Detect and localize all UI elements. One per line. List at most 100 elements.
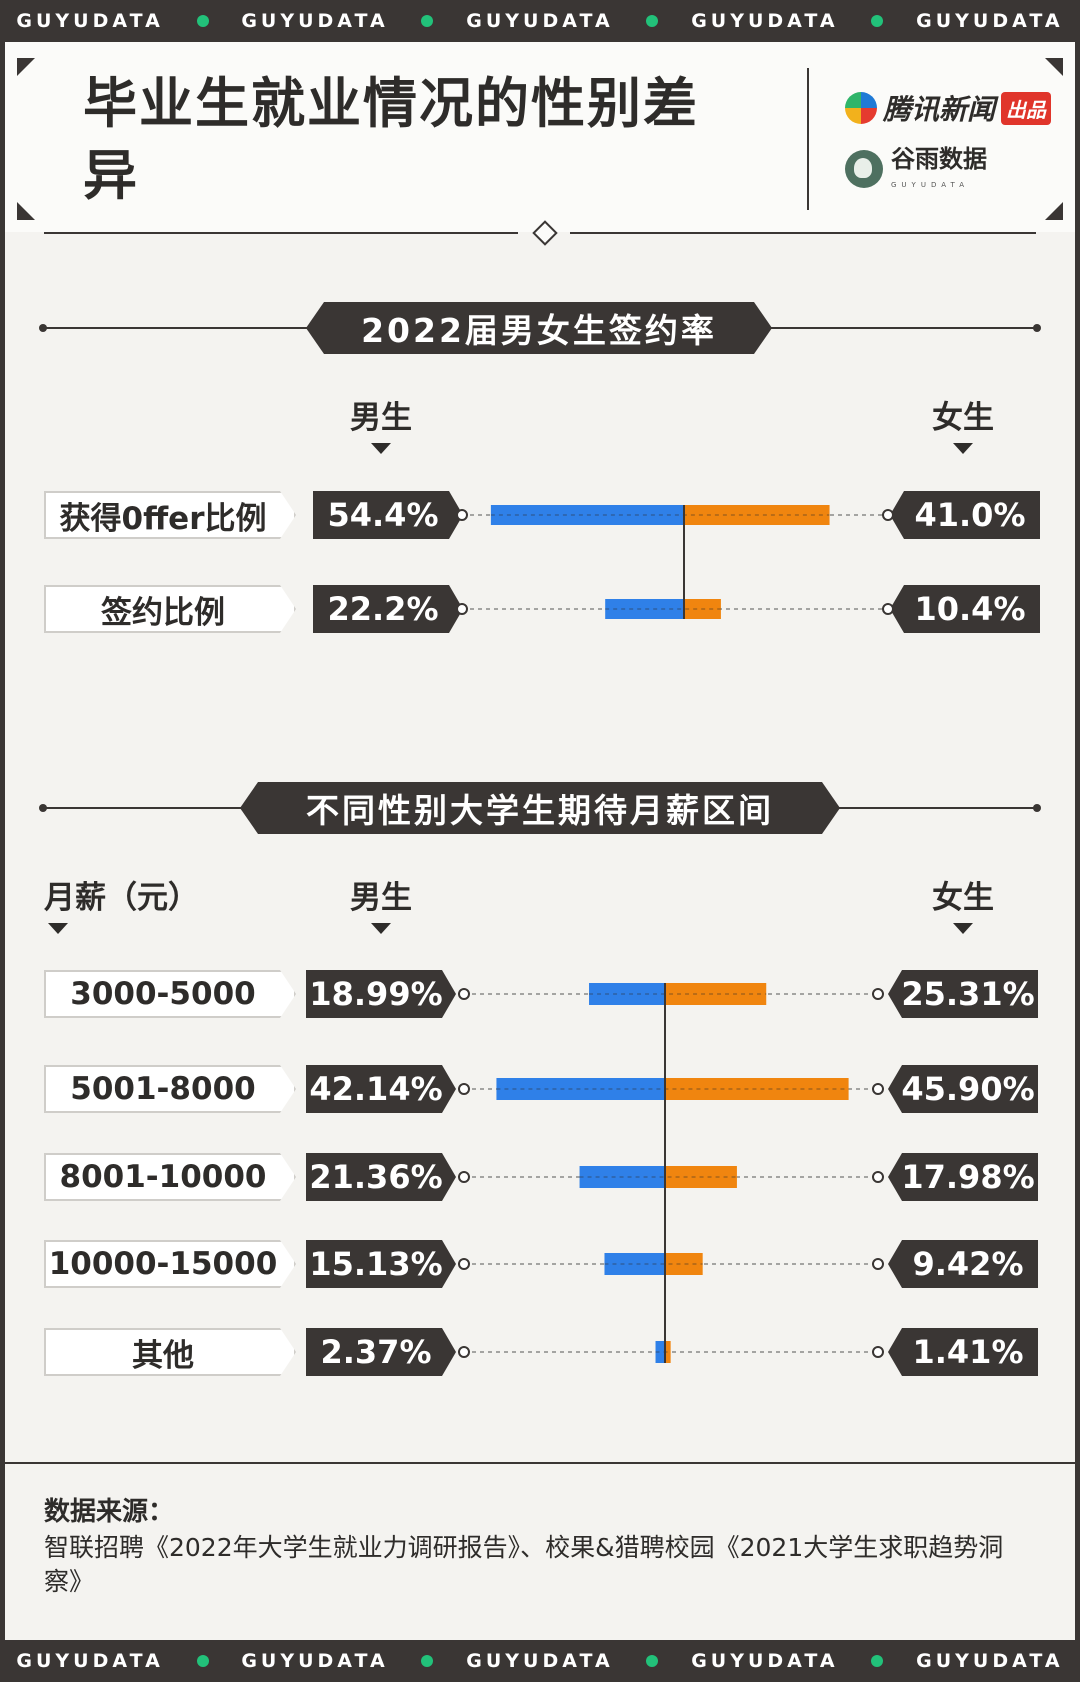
brand-sub: GUYUDATA bbox=[891, 181, 969, 189]
down-triangle-icon bbox=[371, 443, 391, 454]
female-value: 9.42% bbox=[888, 1240, 1038, 1288]
down-triangle-icon bbox=[953, 443, 973, 454]
corner-mark bbox=[17, 202, 35, 220]
male-value: 42.14% bbox=[306, 1065, 456, 1113]
rule-dot bbox=[39, 804, 47, 812]
guyu-data-brand: 谷雨数据 GUYUDATA bbox=[845, 146, 987, 191]
female-bar bbox=[665, 1253, 703, 1275]
guyu-data-logo-icon bbox=[845, 149, 883, 188]
top-ticker: GUYUDATA GUYUDATA GUYUDATA GUYUDATA GUYU… bbox=[0, 0, 1080, 42]
salary-header: 月薪（元） bbox=[44, 872, 224, 934]
male-bar bbox=[655, 1341, 665, 1363]
ticker-text: GUYUDATA bbox=[241, 10, 389, 32]
guide-dot bbox=[458, 1083, 470, 1095]
dot-icon bbox=[196, 1655, 209, 1667]
female-bar bbox=[665, 1341, 671, 1363]
header-rule bbox=[570, 232, 1036, 234]
guide-dot bbox=[872, 1346, 884, 1358]
page-title: 毕业生就业情况的性别差异 bbox=[83, 72, 699, 207]
guide-dot bbox=[456, 509, 468, 521]
male-header: 男生 bbox=[326, 392, 436, 454]
ticker-text: GUYUDATA bbox=[691, 10, 839, 32]
corner-mark bbox=[1045, 202, 1063, 220]
ticker-text: GUYUDATA bbox=[466, 1650, 614, 1672]
male-value: 15.13% bbox=[306, 1240, 456, 1288]
ticker-text: GUYUDATA bbox=[16, 1650, 164, 1672]
section-title: 2022届男女生签约率 bbox=[306, 302, 772, 354]
male-bar bbox=[605, 599, 684, 619]
category-label: 签约比例 bbox=[44, 585, 296, 633]
brand-name: 腾讯新闻 bbox=[883, 93, 996, 126]
guide-dot bbox=[872, 988, 884, 1000]
male-header: 男生 bbox=[326, 872, 436, 934]
down-triangle-icon bbox=[48, 923, 68, 934]
female-value: 41.0% bbox=[890, 491, 1040, 539]
ticker-text: GUYUDATA bbox=[916, 1650, 1064, 1672]
guide-dot bbox=[458, 1171, 470, 1183]
guide-dot bbox=[872, 1083, 884, 1095]
female-bar bbox=[665, 983, 767, 1005]
frame-right bbox=[1075, 42, 1080, 1640]
data-source: 数据来源： 智联招聘《2022年大学生就业力调研报告》、校果&猎聘校园《2021… bbox=[44, 1495, 1034, 1599]
source-text: 智联招聘《2022年大学生就业力调研报告》、校果&猎聘校园《2021大学生求职趋… bbox=[44, 1533, 1004, 1596]
category-label: 其他 bbox=[44, 1328, 296, 1376]
guide-dot bbox=[458, 1346, 470, 1358]
female-value: 25.31% bbox=[888, 970, 1038, 1018]
female-label: 女生 bbox=[932, 880, 994, 916]
rule-dot bbox=[39, 324, 47, 332]
male-bar bbox=[589, 983, 665, 1005]
male-value: 18.99% bbox=[306, 970, 456, 1018]
category-label: 获得0ffer比例 bbox=[44, 491, 296, 539]
guide-dot bbox=[458, 1258, 470, 1270]
female-bar bbox=[665, 1078, 849, 1100]
down-triangle-icon bbox=[953, 923, 973, 934]
ticker-text: GUYUDATA bbox=[16, 10, 164, 32]
corner-mark bbox=[17, 58, 35, 76]
guide-dot bbox=[872, 1258, 884, 1270]
dot-icon bbox=[646, 1655, 659, 1667]
tencent-news-logo-icon bbox=[845, 92, 877, 124]
section-title: 不同性别大学生期待月薪区间 bbox=[240, 782, 840, 834]
female-label: 女生 bbox=[932, 400, 994, 436]
down-triangle-icon bbox=[371, 923, 391, 934]
ticker-text: GUYUDATA bbox=[691, 1650, 839, 1672]
male-value: 22.2% bbox=[313, 585, 463, 633]
source-label: 数据来源： bbox=[44, 1497, 175, 1527]
header: 毕业生就业情况的性别差异 腾讯新闻 出品 谷雨数据 GUYUDATA bbox=[5, 42, 1075, 232]
dot-icon bbox=[196, 15, 209, 27]
guide-dot bbox=[456, 603, 468, 615]
brand-name: 谷雨数据 bbox=[891, 144, 987, 173]
female-value: 45.90% bbox=[888, 1065, 1038, 1113]
male-bar bbox=[496, 1078, 665, 1100]
female-header: 女生 bbox=[908, 392, 1018, 454]
category-label: 5001-8000 bbox=[44, 1065, 296, 1113]
dot-icon bbox=[871, 1655, 884, 1667]
header-divider bbox=[807, 68, 809, 210]
female-value: 17.98% bbox=[888, 1153, 1038, 1201]
male-label: 男生 bbox=[350, 880, 412, 916]
salary-label: 月薪（元） bbox=[44, 880, 199, 916]
frame-left bbox=[0, 42, 5, 1640]
guide-dot bbox=[882, 509, 894, 521]
ticker-text: GUYUDATA bbox=[241, 1650, 389, 1672]
female-header: 女生 bbox=[908, 872, 1018, 934]
ticker-text: GUYUDATA bbox=[466, 10, 614, 32]
male-value: 54.4% bbox=[313, 491, 463, 539]
brand-badge: 出品 bbox=[1001, 91, 1052, 125]
bottom-ticker: GUYUDATA GUYUDATA GUYUDATA GUYUDATA GUYU… bbox=[0, 1640, 1080, 1682]
ticker-text: GUYUDATA bbox=[916, 10, 1064, 32]
dot-icon bbox=[421, 1655, 434, 1667]
male-bar bbox=[604, 1253, 665, 1275]
source-rule bbox=[5, 1462, 1075, 1464]
tencent-news-brand: 腾讯新闻 出品 bbox=[845, 88, 1052, 128]
female-value: 10.4% bbox=[890, 585, 1040, 633]
guide-dot bbox=[872, 1171, 884, 1183]
corner-mark bbox=[1045, 58, 1063, 76]
rule-dot bbox=[1033, 804, 1041, 812]
category-label: 10000-15000 bbox=[44, 1240, 296, 1288]
dot-icon bbox=[421, 15, 434, 27]
dot-icon bbox=[646, 15, 659, 27]
rule-dot bbox=[1033, 324, 1041, 332]
male-value: 2.37% bbox=[306, 1328, 456, 1376]
